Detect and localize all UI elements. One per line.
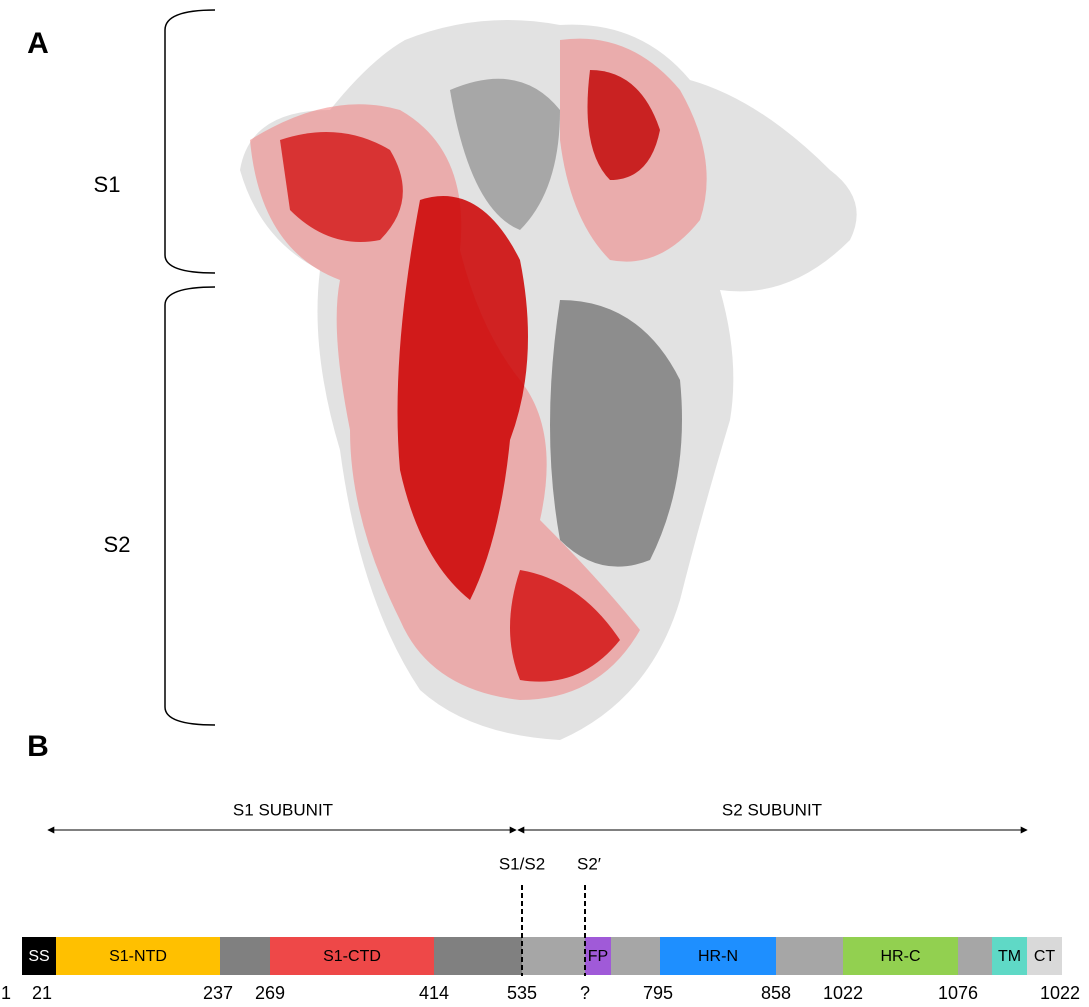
domain-segment [270,937,434,975]
position-label: 858 [761,983,791,1003]
brace [164,9,216,274]
domain-label: TM [998,948,1021,965]
domain-segment [776,937,843,975]
domain-segment [611,937,660,975]
domain-label: S1-NTD [109,948,167,965]
position-label: 269 [255,983,285,1003]
position-label: 21 [32,983,52,1003]
panel-label: B [27,730,49,763]
domain-label: FP [588,948,608,965]
brace-label: S2 [104,532,131,557]
position-label: 795 [643,983,673,1003]
protein-structure [240,20,857,740]
subunit-label: S2 SUBUNIT [722,800,822,819]
position-label: ? [580,983,590,1003]
domain-label: SS [28,948,49,965]
domain-segment [522,937,585,975]
brace [164,286,216,726]
position-label: 1 [1,983,11,1003]
position-label: 535 [507,983,537,1003]
position-label: 1076 [938,983,978,1003]
position-label: 414 [419,983,449,1003]
domain-label: S1-CTD [323,948,381,965]
subunit-label: S1 SUBUNIT [233,800,333,819]
position-label: 237 [203,983,233,1003]
domain-segment [992,937,1027,975]
domain-segment [220,937,270,975]
brace-label: S1 [94,172,121,197]
domain-segment [22,937,56,975]
domain-segment [585,937,611,975]
domain-segment [56,937,220,975]
domain-segment [434,937,522,975]
domain-label: CT [1034,948,1056,965]
cleavage-label: S2′ [577,854,601,873]
domain-segment [958,937,992,975]
position-label: 1022 [823,983,863,1003]
domain-segment [1027,937,1062,975]
domain-label: HR-C [881,948,921,965]
panel-label: A [27,27,49,60]
cleavage-label: S1/S2 [499,854,545,873]
domain-segment [660,937,776,975]
domain-segment [843,937,958,975]
domain-label: HR-N [698,948,738,965]
position-label: 1022 [1040,983,1080,1003]
